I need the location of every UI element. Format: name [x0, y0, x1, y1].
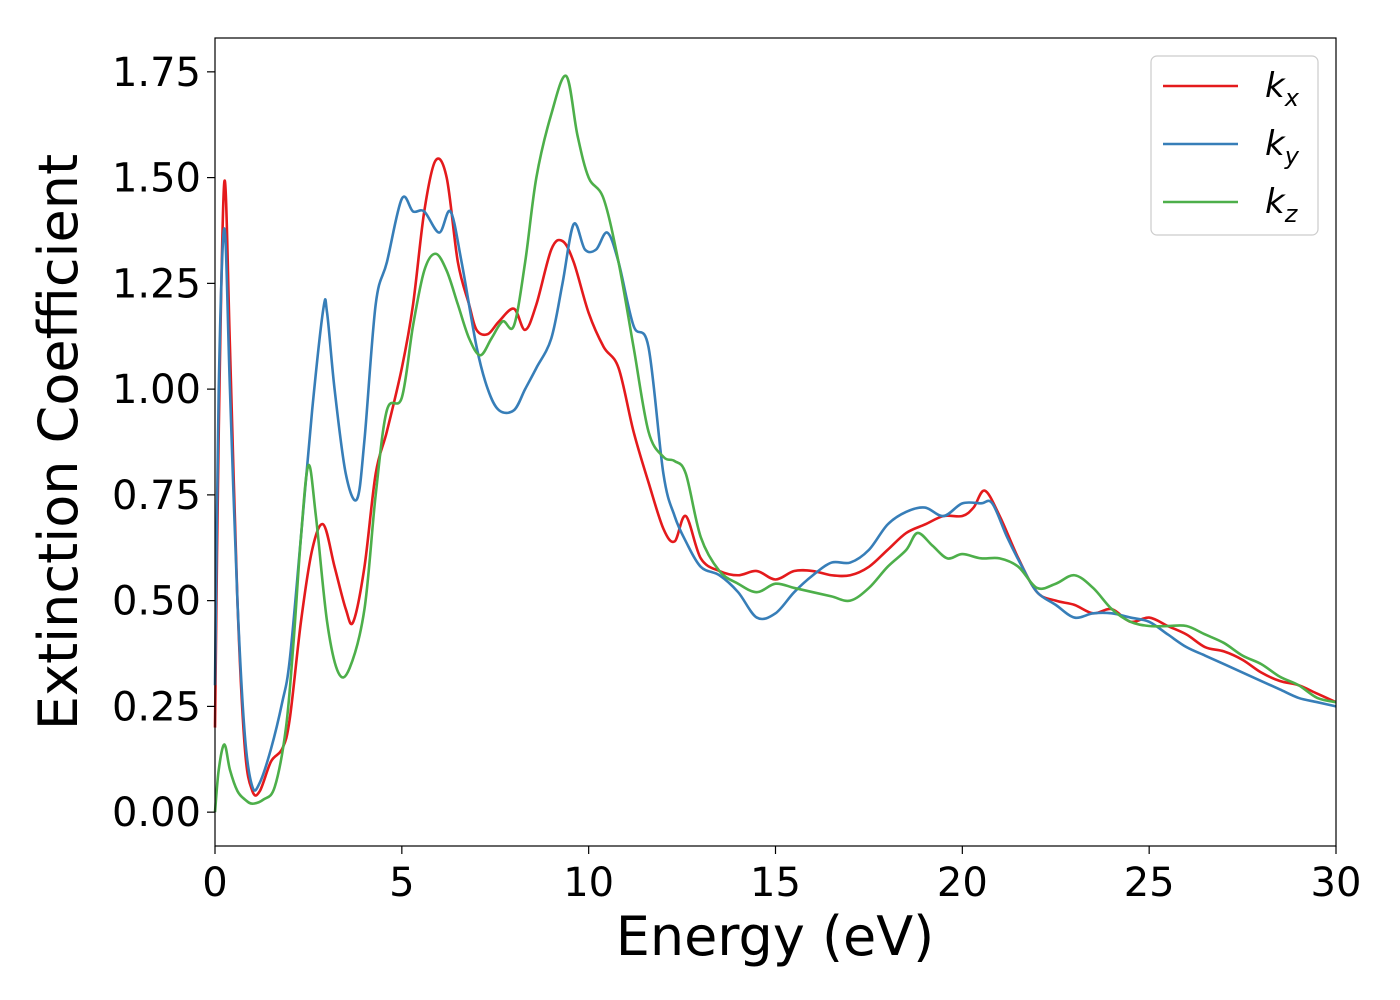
series-layer [213, 74, 1337, 813]
x-tick-label: 25 [1124, 860, 1175, 906]
y-tick-label: 1.75 [112, 50, 201, 96]
x-tick-label: 20 [937, 860, 988, 906]
y-axis-title: Extinction Coefficient [27, 154, 90, 730]
y-tick-label: 0.75 [112, 473, 201, 519]
x-axis-ticks: 0 5 10 15 20 25 30 [202, 846, 1361, 906]
x-tick-label: 0 [202, 860, 227, 906]
y-tick-label: 1.50 [112, 156, 201, 202]
y-tick-label: 1.00 [112, 367, 201, 413]
series-line-z [213, 74, 1337, 813]
legend-label-y: ky [1265, 124, 1300, 170]
plot-background [215, 38, 1336, 846]
y-tick-label: 0.25 [112, 684, 201, 730]
y-tick-label: 0.00 [112, 790, 201, 836]
x-axis-title: Energy (eV) [616, 905, 935, 968]
x-tick-label: 10 [563, 860, 614, 906]
x-tick-label: 15 [750, 860, 801, 906]
y-axis-ticks: 0.00 0.25 0.50 0.75 1.00 1.25 1.50 1.75 [112, 50, 215, 836]
x-tick-label: 5 [389, 860, 414, 906]
series-line-x [213, 157, 1337, 797]
legend-frame [1150, 55, 1319, 236]
y-tick-label: 0.50 [112, 579, 201, 625]
x-tick-label: 30 [1311, 860, 1362, 906]
y-tick-label: 1.25 [112, 261, 201, 307]
